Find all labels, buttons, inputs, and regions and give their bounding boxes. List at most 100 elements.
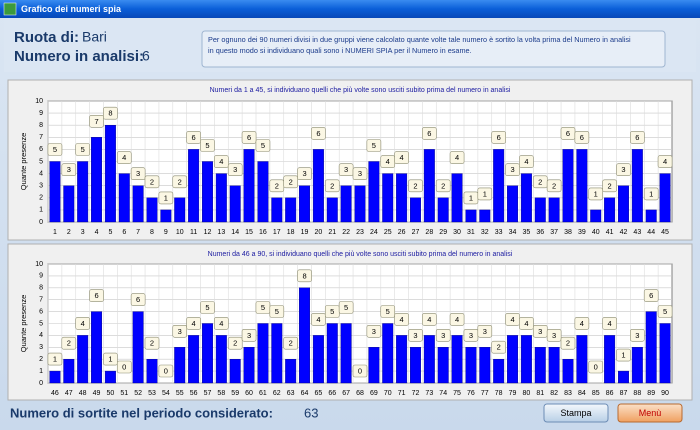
value-label-box xyxy=(574,131,590,144)
value-label: 4 xyxy=(524,157,528,166)
y-tick-label: 5 xyxy=(39,158,43,165)
bar xyxy=(368,161,380,223)
x-tick-label: 62 xyxy=(273,390,281,397)
value-label: 4 xyxy=(608,319,612,328)
value-label: 4 xyxy=(580,319,584,328)
value-label-box xyxy=(130,293,146,306)
print-button-label[interactable]: Stampa xyxy=(560,408,591,418)
value-label: 3 xyxy=(469,331,473,340)
x-tick-label: 59 xyxy=(231,390,239,397)
x-tick-label: 78 xyxy=(495,390,503,397)
value-label: 5 xyxy=(205,141,209,150)
value-label-box xyxy=(214,317,229,330)
bar xyxy=(493,359,505,384)
bar xyxy=(49,370,61,384)
y-tick-label: 3 xyxy=(39,183,43,190)
x-tick-label: 5 xyxy=(108,229,112,236)
value-label: 2 xyxy=(178,177,182,186)
x-tick-label: 61 xyxy=(259,390,267,397)
value-label: 6 xyxy=(94,291,98,300)
value-label-box xyxy=(380,305,396,318)
value-label: 1 xyxy=(621,351,625,360)
value-label-box xyxy=(186,317,201,330)
y-tick-label: 4 xyxy=(39,332,43,339)
bar xyxy=(617,370,629,384)
x-tick-label: 87 xyxy=(620,390,628,397)
value-label-box xyxy=(172,175,188,189)
bar xyxy=(104,370,116,384)
value-label: 2 xyxy=(233,339,237,348)
x-tick-label: 63 xyxy=(287,390,295,397)
value-label-box xyxy=(519,317,534,330)
bar xyxy=(534,347,546,384)
value-label: 4 xyxy=(219,157,223,166)
value-label-box xyxy=(283,175,298,189)
bar xyxy=(91,137,103,223)
bar xyxy=(590,209,602,223)
value-label: 4 xyxy=(427,315,431,324)
x-tick-label: 64 xyxy=(301,390,309,397)
value-label: 5 xyxy=(663,307,667,316)
y-tick-label: 2 xyxy=(39,356,43,363)
y-tick-label: 0 xyxy=(39,219,43,226)
value-label: 7 xyxy=(94,117,98,126)
y-tick-label: 4 xyxy=(39,170,43,177)
print-button[interactable] xyxy=(543,403,609,423)
info-line: Per ognuno dei 90 numeri divisi in due g… xyxy=(208,35,631,44)
value-label: 3 xyxy=(441,331,445,340)
y-tick-label: 6 xyxy=(39,146,43,153)
bar xyxy=(396,173,408,223)
bar xyxy=(659,323,671,384)
value-label-box xyxy=(61,336,77,350)
bar xyxy=(215,173,227,223)
value-label: 1 xyxy=(649,189,653,198)
x-tick-label: 12 xyxy=(204,229,212,236)
value-label: 3 xyxy=(621,165,625,174)
bar xyxy=(285,197,297,223)
menu-button-label[interactable]: Menù xyxy=(639,408,662,418)
x-tick-label: 55 xyxy=(176,390,184,397)
value-label: 5 xyxy=(386,307,390,316)
bar xyxy=(409,347,421,384)
bar xyxy=(423,149,435,223)
x-tick-label: 30 xyxy=(453,229,461,236)
bar xyxy=(174,347,186,384)
value-label-box xyxy=(283,336,298,350)
value-label: 2 xyxy=(289,177,293,186)
x-tick-label: 6 xyxy=(122,229,126,236)
x-tick-label: 75 xyxy=(453,390,461,397)
x-tick-label: 73 xyxy=(425,390,433,397)
value-label-box xyxy=(158,191,174,205)
value-label-box xyxy=(144,336,160,350)
value-label-box xyxy=(227,163,243,176)
x-tick-label: 10 xyxy=(176,229,184,236)
numero-label: Numero in analisi: xyxy=(14,48,144,65)
value-label: 4 xyxy=(455,153,459,162)
value-label-box xyxy=(491,340,506,354)
x-tick-label: 86 xyxy=(606,390,614,397)
x-tick-label: 31 xyxy=(467,229,475,236)
x-tick-label: 13 xyxy=(217,229,225,236)
bar xyxy=(299,185,311,223)
value-label-box xyxy=(477,324,493,338)
value-label-box xyxy=(200,301,215,314)
value-label: 3 xyxy=(358,169,362,178)
bar xyxy=(645,311,657,384)
x-tick-label: 68 xyxy=(356,390,364,397)
x-tick-label: 53 xyxy=(148,390,156,397)
value-label: 2 xyxy=(67,339,71,348)
value-label-box xyxy=(297,167,312,180)
menu-button[interactable] xyxy=(617,403,683,423)
value-label-box xyxy=(588,360,604,374)
x-tick-label: 80 xyxy=(523,390,531,397)
x-tick-label: 83 xyxy=(564,390,572,397)
bar xyxy=(146,197,158,223)
y-tick-label: 10 xyxy=(35,261,43,268)
x-tick-label: 41 xyxy=(606,229,614,236)
x-tick-label: 20 xyxy=(315,229,323,236)
x-tick-label: 50 xyxy=(107,390,115,397)
bar xyxy=(215,335,227,384)
x-tick-label: 85 xyxy=(592,390,600,397)
value-label: 2 xyxy=(608,181,612,190)
x-tick-label: 45 xyxy=(661,229,669,236)
